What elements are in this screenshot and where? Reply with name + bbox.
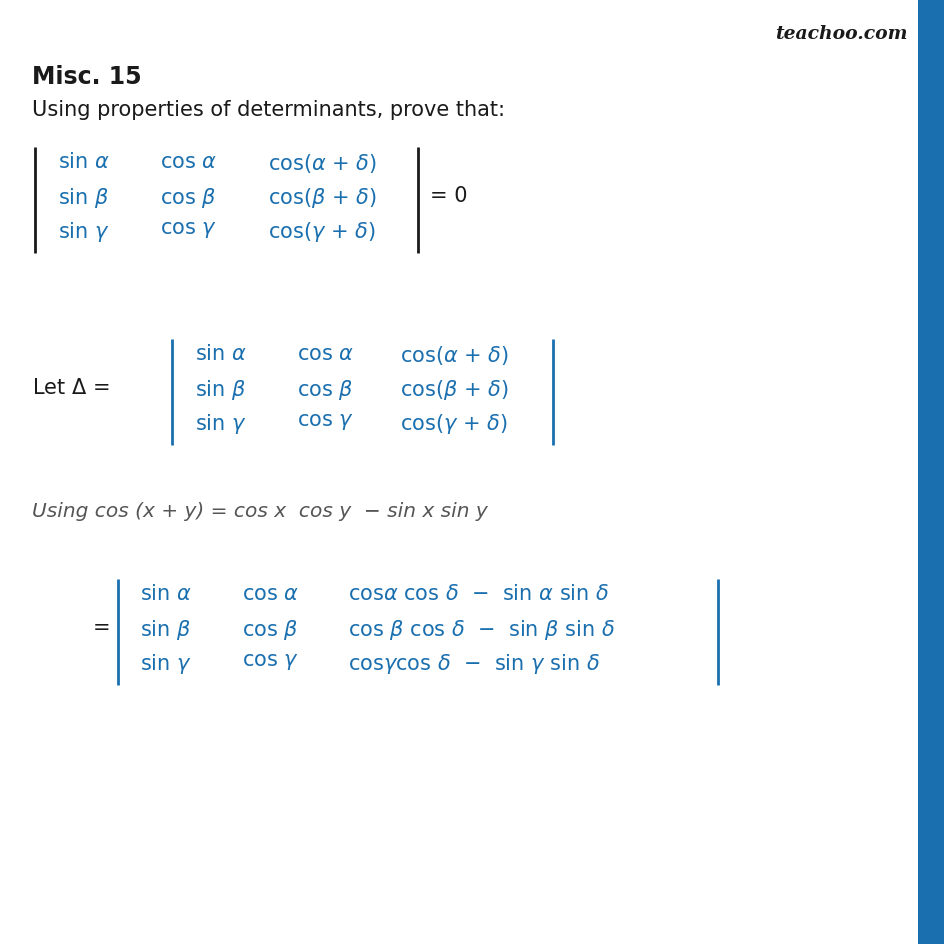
Text: cos $\beta$ cos $\delta$  $-$  sin $\beta$ sin $\delta$: cos $\beta$ cos $\delta$ $-$ sin $\beta$…	[347, 617, 615, 641]
Text: cos $\gamma$: cos $\gamma$	[296, 412, 354, 431]
Text: cos $\beta$: cos $\beta$	[242, 617, 298, 641]
Text: cos($\gamma$ + $\delta$): cos($\gamma$ + $\delta$)	[399, 412, 507, 435]
Text: cos $\alpha$: cos $\alpha$	[296, 344, 354, 363]
Text: teachoo.com: teachoo.com	[775, 25, 907, 43]
Text: sin $\beta$: sin $\beta$	[140, 617, 191, 641]
Text: cos$\alpha$ cos $\delta$  $-$  sin $\alpha$ sin $\delta$: cos$\alpha$ cos $\delta$ $-$ sin $\alpha…	[347, 583, 609, 603]
Text: cos($\alpha$ + $\delta$): cos($\alpha$ + $\delta$)	[268, 152, 377, 175]
Text: cos $\beta$: cos $\beta$	[296, 378, 353, 401]
Text: cos($\alpha$ + $\delta$): cos($\alpha$ + $\delta$)	[399, 344, 509, 366]
Text: cos($\beta$ + $\delta$): cos($\beta$ + $\delta$)	[268, 186, 376, 210]
Text: sin $\alpha$: sin $\alpha$	[58, 152, 110, 172]
Bar	[917, 0, 944, 944]
Text: cos $\gamma$: cos $\gamma$	[160, 220, 217, 240]
Text: Let $\Delta$ =: Let $\Delta$ =	[32, 378, 110, 397]
Text: Using properties of determinants, prove that:: Using properties of determinants, prove …	[32, 100, 504, 120]
Text: sin $\alpha$: sin $\alpha$	[194, 344, 246, 363]
Text: sin $\beta$: sin $\beta$	[58, 186, 110, 210]
Text: cos$\gamma$cos $\delta$  $-$  sin $\gamma$ sin $\delta$: cos$\gamma$cos $\delta$ $-$ sin $\gamma$…	[347, 651, 599, 675]
Text: Using cos (x + y) = cos x  cos y  − sin x sin y: Using cos (x + y) = cos x cos y − sin x …	[32, 501, 487, 520]
Text: sin $\alpha$: sin $\alpha$	[140, 583, 192, 603]
Text: cos($\beta$ + $\delta$): cos($\beta$ + $\delta$)	[399, 378, 508, 401]
Text: = 0: = 0	[430, 186, 467, 206]
Text: sin $\gamma$: sin $\gamma$	[58, 220, 110, 244]
Text: cos $\alpha$: cos $\alpha$	[160, 152, 217, 172]
Text: sin $\gamma$: sin $\gamma$	[194, 412, 246, 435]
Text: cos $\beta$: cos $\beta$	[160, 186, 216, 210]
Text: cos $\gamma$: cos $\gamma$	[242, 651, 298, 671]
Text: cos $\alpha$: cos $\alpha$	[242, 583, 299, 603]
Text: sin $\gamma$: sin $\gamma$	[140, 651, 192, 675]
Text: sin $\beta$: sin $\beta$	[194, 378, 246, 401]
Text: cos($\gamma$ + $\delta$): cos($\gamma$ + $\delta$)	[268, 220, 375, 244]
Text: =: =	[93, 617, 110, 637]
Text: Misc. 15: Misc. 15	[32, 65, 142, 89]
